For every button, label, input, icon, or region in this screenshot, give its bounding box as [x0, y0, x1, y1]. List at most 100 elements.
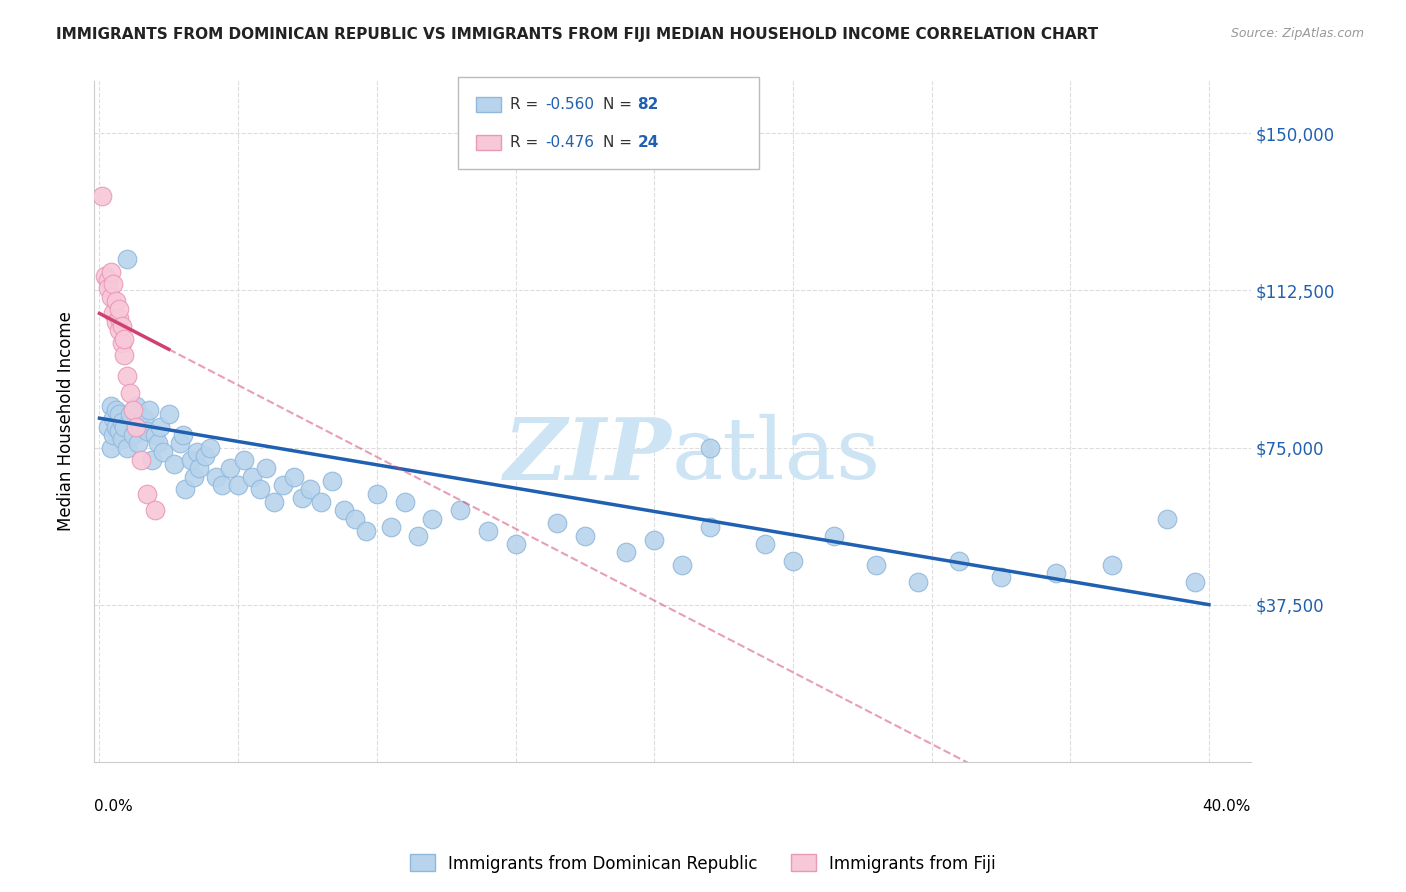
- Point: [105, 293, 128, 308]
- Point: [97, 419, 120, 434]
- Point: [699, 441, 721, 455]
- Point: [115, 441, 138, 455]
- Point: [121, 402, 143, 417]
- Point: [108, 323, 131, 337]
- Point: [111, 432, 134, 446]
- Point: [218, 461, 240, 475]
- Text: 40.0%: 40.0%: [1202, 799, 1250, 814]
- Point: [163, 457, 186, 471]
- Point: [97, 273, 120, 287]
- Point: [149, 419, 172, 434]
- Point: [105, 419, 128, 434]
- Point: [1101, 558, 1123, 572]
- Point: [108, 424, 131, 438]
- Text: N =: N =: [603, 135, 637, 150]
- Point: [143, 503, 166, 517]
- Point: [226, 478, 249, 492]
- Point: [1045, 566, 1067, 581]
- Point: [254, 461, 277, 475]
- Point: [114, 419, 136, 434]
- Point: [449, 503, 471, 517]
- Point: [118, 407, 141, 421]
- Text: R =: R =: [510, 135, 544, 150]
- Point: [699, 520, 721, 534]
- Point: [311, 495, 333, 509]
- Point: [135, 486, 157, 500]
- Point: [105, 315, 128, 329]
- Text: N =: N =: [603, 97, 637, 112]
- Point: [643, 533, 665, 547]
- Point: [366, 486, 388, 500]
- Point: [180, 453, 202, 467]
- Point: [124, 419, 146, 434]
- Point: [146, 436, 169, 450]
- Point: [546, 516, 568, 530]
- Point: [115, 252, 138, 266]
- Point: [671, 558, 693, 572]
- Point: [97, 281, 120, 295]
- Point: [111, 416, 134, 430]
- Point: [103, 277, 125, 291]
- Point: [143, 428, 166, 442]
- Point: [114, 348, 136, 362]
- Point: [249, 483, 271, 497]
- Point: [200, 441, 222, 455]
- Point: [103, 306, 125, 320]
- Point: [321, 474, 343, 488]
- Text: ZIP: ZIP: [505, 414, 672, 497]
- Text: R =: R =: [510, 97, 544, 112]
- Point: [574, 528, 596, 542]
- Bar: [475, 97, 501, 112]
- Point: [94, 268, 117, 283]
- Bar: [475, 135, 501, 150]
- Point: [354, 524, 377, 539]
- Point: [232, 453, 254, 467]
- Point: [100, 399, 122, 413]
- Point: [332, 503, 354, 517]
- Point: [105, 402, 128, 417]
- Point: [135, 424, 157, 438]
- Point: [100, 264, 122, 278]
- Point: [124, 399, 146, 413]
- Point: [114, 332, 136, 346]
- Text: atlas: atlas: [672, 414, 882, 497]
- Point: [948, 554, 970, 568]
- Y-axis label: Median Household Income: Median Household Income: [58, 311, 75, 532]
- Point: [183, 470, 205, 484]
- Point: [186, 444, 208, 458]
- Point: [865, 558, 887, 572]
- Text: 0.0%: 0.0%: [94, 799, 132, 814]
- Point: [240, 470, 263, 484]
- Point: [108, 407, 131, 421]
- Point: [108, 310, 131, 325]
- Point: [138, 402, 160, 417]
- Point: [188, 461, 211, 475]
- Point: [103, 411, 125, 425]
- Point: [194, 449, 217, 463]
- Point: [824, 528, 846, 542]
- Text: IMMIGRANTS FROM DOMINICAN REPUBLIC VS IMMIGRANTS FROM FIJI MEDIAN HOUSEHOLD INCO: IMMIGRANTS FROM DOMINICAN REPUBLIC VS IM…: [56, 27, 1098, 42]
- Point: [291, 491, 314, 505]
- Point: [1184, 574, 1206, 589]
- Point: [100, 441, 122, 455]
- Point: [505, 537, 527, 551]
- Point: [299, 483, 322, 497]
- Point: [103, 428, 125, 442]
- Point: [1156, 512, 1178, 526]
- Point: [129, 453, 152, 467]
- Text: 24: 24: [637, 135, 659, 150]
- Point: [616, 545, 638, 559]
- Point: [169, 436, 191, 450]
- Point: [129, 419, 152, 434]
- Point: [174, 483, 197, 497]
- Point: [283, 470, 305, 484]
- Point: [121, 428, 143, 442]
- Point: [271, 478, 294, 492]
- Point: [108, 302, 131, 317]
- Point: [111, 335, 134, 350]
- Point: [172, 428, 194, 442]
- Point: [115, 369, 138, 384]
- Point: [990, 570, 1012, 584]
- Point: [152, 444, 174, 458]
- Point: [211, 478, 233, 492]
